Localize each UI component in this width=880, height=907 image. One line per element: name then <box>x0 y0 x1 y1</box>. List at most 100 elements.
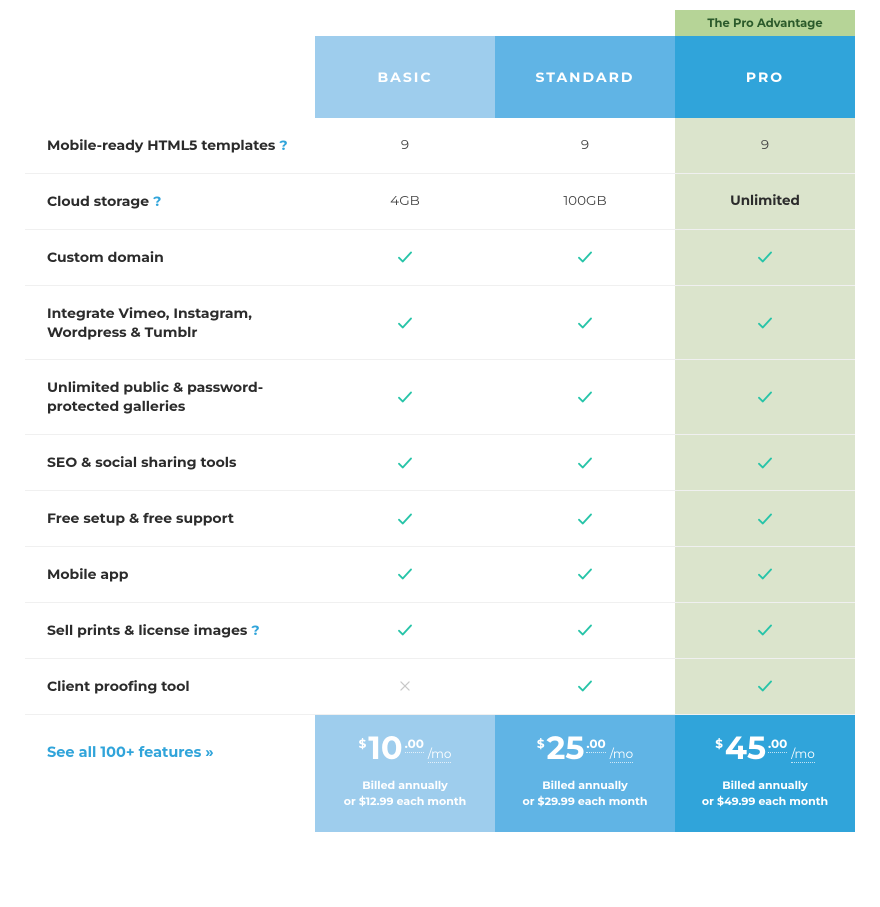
check-icon <box>396 454 414 472</box>
cross-icon <box>398 679 412 693</box>
check-icon <box>396 565 414 583</box>
feature-text: Mobile-ready HTML5 templates <box>47 136 275 155</box>
feature-value-basic <box>315 360 495 435</box>
check-icon <box>396 510 414 528</box>
check-icon <box>576 248 594 266</box>
billing-note: Billed annuallyor $49.99 each month <box>683 777 847 810</box>
pro-advantage-ribbon: The Pro Advantage <box>675 10 855 36</box>
feature-value-standard: 100GB <box>495 174 675 230</box>
check-icon <box>576 677 594 695</box>
plan-header-pro: PRO <box>675 36 855 118</box>
feature-value-standard <box>495 286 675 361</box>
feature-value-pro <box>675 491 855 547</box>
price-period: /mo <box>610 747 633 763</box>
feature-value-pro <box>675 659 855 715</box>
feature-value-standard <box>495 360 675 435</box>
currency-symbol: $ <box>537 737 545 752</box>
feature-value-pro <box>675 286 855 361</box>
see-all-features-link[interactable]: See all 100+ features » <box>25 715 315 832</box>
currency-symbol: $ <box>715 737 723 752</box>
feature-text-value: 9 <box>581 137 589 153</box>
feature-text-value: 9 <box>401 137 409 153</box>
price-period: /mo <box>428 747 451 763</box>
check-icon <box>756 388 774 406</box>
feature-value-standard <box>495 435 675 491</box>
feature-value-pro <box>675 603 855 659</box>
billing-note: Billed annuallyor $12.99 each month <box>323 777 487 810</box>
billing-line1: Billed annually <box>683 777 847 794</box>
check-icon <box>576 454 594 472</box>
feature-value-basic <box>315 230 495 286</box>
feature-text: Custom domain <box>47 248 164 267</box>
feature-label: Sell prints & license images? <box>25 603 315 659</box>
feature-text: Client proofing tool <box>47 677 190 696</box>
feature-text: Sell prints & license images <box>47 621 247 640</box>
feature-value-pro: Unlimited <box>675 174 855 230</box>
price-cell-basic[interactable]: $10.00/mo Billed annuallyor $12.99 each m… <box>315 715 495 832</box>
price-cents: .00 <box>405 737 424 753</box>
feature-label: Custom domain <box>25 230 315 286</box>
feature-value-basic <box>315 547 495 603</box>
price-cents: .00 <box>586 737 605 753</box>
feature-value-standard <box>495 547 675 603</box>
check-icon <box>756 248 774 266</box>
feature-text: Mobile app <box>47 565 128 584</box>
price-cell-pro[interactable]: $45.00/mo Billed annuallyor $49.99 each m… <box>675 715 855 832</box>
billing-line1: Billed annually <box>503 777 667 794</box>
price-line: $10.00/mo <box>323 733 487 765</box>
feature-text-value: 9 <box>761 137 769 153</box>
help-icon[interactable]: ? <box>251 621 259 640</box>
check-icon <box>756 510 774 528</box>
currency-symbol: $ <box>359 737 367 752</box>
check-icon <box>576 314 594 332</box>
feature-label: Client proofing tool <box>25 659 315 715</box>
feature-label: Free setup & free support <box>25 491 315 547</box>
feature-value-pro <box>675 547 855 603</box>
feature-value-pro <box>675 360 855 435</box>
feature-value-basic <box>315 659 495 715</box>
feature-label: Unlimited public & password-protected ga… <box>25 360 315 435</box>
feature-value-standard <box>495 230 675 286</box>
check-icon <box>576 565 594 583</box>
pricing-table: The Pro AdvantageBASICSTANDARDPROMobile-… <box>25 10 855 832</box>
help-icon[interactable]: ? <box>279 136 287 155</box>
billing-line2: or $29.99 each month <box>503 793 667 810</box>
feature-label: SEO & social sharing tools <box>25 435 315 491</box>
check-icon <box>756 565 774 583</box>
feature-value-basic <box>315 491 495 547</box>
check-icon <box>396 314 414 332</box>
feature-label: Mobile app <box>25 547 315 603</box>
price-amount: 10 <box>368 733 402 765</box>
feature-value-pro <box>675 230 855 286</box>
price-amount: 45 <box>725 733 766 765</box>
check-icon <box>396 388 414 406</box>
feature-label: Cloud storage? <box>25 174 315 230</box>
price-line: $45.00/mo <box>683 733 847 765</box>
billing-note: Billed annuallyor $29.99 each month <box>503 777 667 810</box>
feature-label: Mobile-ready HTML5 templates? <box>25 118 315 174</box>
feature-value-standard <box>495 659 675 715</box>
feature-text-value: Unlimited <box>730 193 800 209</box>
check-icon <box>576 510 594 528</box>
feature-value-standard: 9 <box>495 118 675 174</box>
billing-line1: Billed annually <box>323 777 487 794</box>
check-icon <box>756 677 774 695</box>
price-amount: 25 <box>546 733 584 765</box>
price-cell-standard[interactable]: $25.00/mo Billed annuallyor $29.99 each m… <box>495 715 675 832</box>
spacer <box>25 36 315 118</box>
check-icon <box>756 454 774 472</box>
feature-text: SEO & social sharing tools <box>47 453 236 472</box>
check-icon <box>396 621 414 639</box>
help-icon[interactable]: ? <box>153 192 161 211</box>
feature-value-basic <box>315 435 495 491</box>
spacer <box>495 10 675 36</box>
check-icon <box>396 248 414 266</box>
feature-value-pro: 9 <box>675 118 855 174</box>
feature-label: Integrate Vimeo, Instagram, Wordpress & … <box>25 286 315 361</box>
feature-text-value: 4GB <box>390 193 420 209</box>
feature-text: Free setup & free support <box>47 509 234 528</box>
check-icon <box>756 314 774 332</box>
feature-text-value: 100GB <box>563 193 606 209</box>
feature-text: Unlimited public & password-protected ga… <box>47 378 301 416</box>
feature-value-basic: 4GB <box>315 174 495 230</box>
